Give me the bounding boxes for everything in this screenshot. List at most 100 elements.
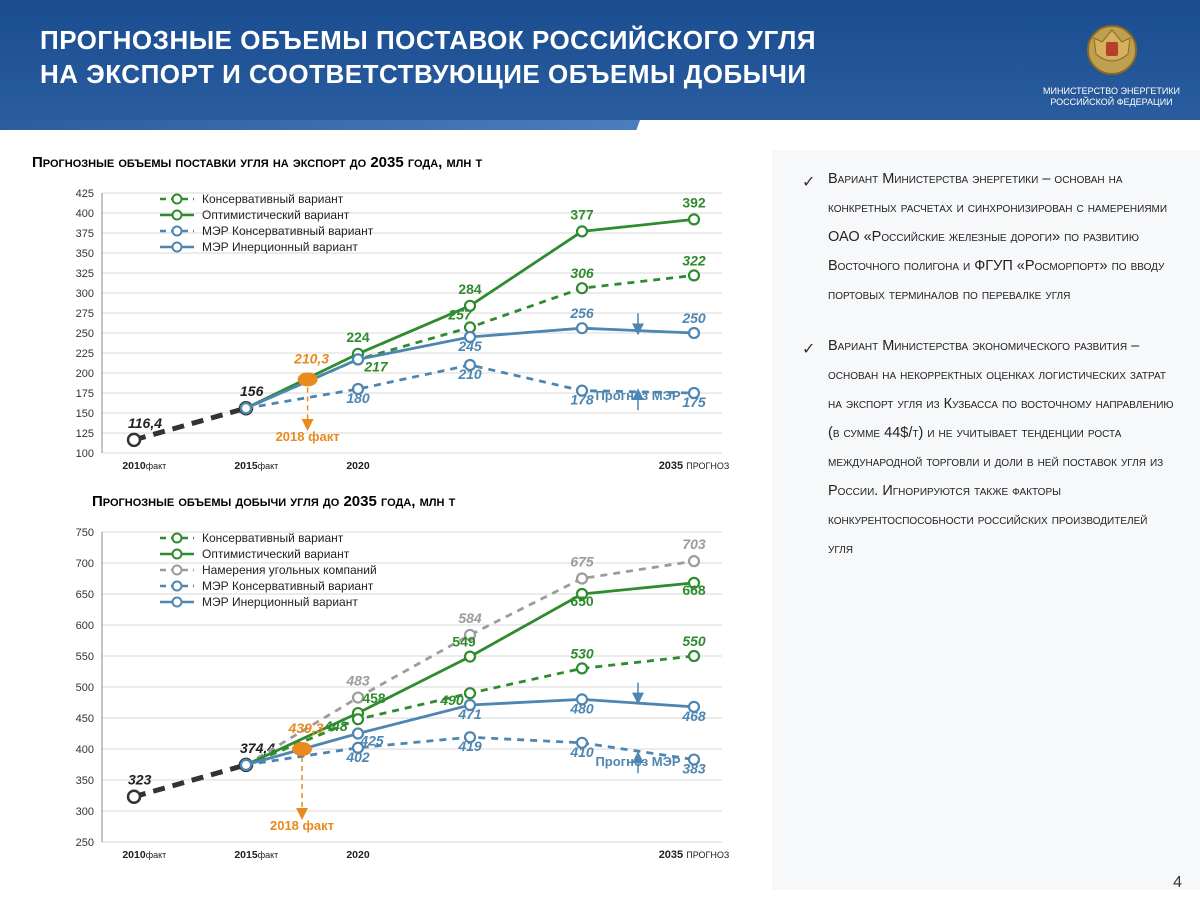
svg-text:325: 325: [76, 268, 94, 280]
svg-text:150: 150: [76, 408, 94, 420]
svg-text:458: 458: [362, 690, 386, 706]
ministry-line-1: МИНИСТЕРСТВО ЭНЕРГЕТИКИ: [1043, 86, 1180, 97]
svg-text:180: 180: [346, 390, 370, 406]
svg-text:МЭР Инерционный вариант: МЭР Инерционный вариант: [202, 240, 358, 254]
svg-text:2015: 2015: [234, 849, 258, 861]
svg-text:375: 375: [76, 228, 94, 240]
header-band: ПРОГНОЗНЫЕ ОБЪЕМЫ ПОСТАВОК РОССИЙСКОГО У…: [0, 0, 1200, 120]
svg-text:323: 323: [128, 772, 152, 788]
svg-text:116,4: 116,4: [128, 415, 162, 431]
chart2-wrap: 250 300 350 400 450 500 550 600 650 700 750 2010фак…: [32, 514, 772, 874]
svg-text:750: 750: [76, 527, 94, 539]
svg-text:100: 100: [76, 448, 94, 460]
svg-text:300: 300: [76, 806, 94, 818]
svg-text:225: 225: [76, 348, 94, 360]
svg-text:584: 584: [458, 610, 482, 626]
svg-text:425: 425: [76, 188, 94, 200]
svg-text:175: 175: [682, 394, 706, 410]
chart1-title: Прогнозные объемы поставки угля на экспо…: [32, 154, 772, 171]
svg-text:156: 156: [240, 383, 264, 399]
page-number: 4: [1173, 874, 1182, 892]
svg-text:471: 471: [457, 706, 482, 722]
production-chart: 250 300 350 400 450 500 550 600 650 700 750 2010фак…: [32, 514, 752, 874]
svg-text:210: 210: [457, 366, 482, 382]
svg-text:549: 549: [452, 634, 476, 650]
svg-text:450: 450: [76, 713, 94, 725]
chart2-title: Прогнозные объемы добычи угля до 2035 го…: [92, 493, 772, 510]
svg-text:Консервативный вариант: Консервативный вариант: [202, 531, 344, 545]
svg-text:2020: 2020: [346, 460, 370, 472]
svg-text:224: 224: [346, 329, 370, 345]
svg-text:284: 284: [458, 281, 482, 297]
svg-text:175: 175: [76, 388, 94, 400]
svg-text:483: 483: [345, 673, 370, 689]
svg-text:200: 200: [76, 368, 94, 380]
ministry-block: МИНИСТЕРСТВО ЭНЕРГЕТИКИ РОССИЙСКОЙ ФЕДЕР…: [1043, 20, 1180, 108]
svg-text:Прогноз МЭР: Прогноз МЭР: [595, 754, 680, 769]
svg-text:550: 550: [76, 651, 94, 663]
main-content: Прогнозные объемы поставки угля на экспо…: [32, 150, 1200, 890]
svg-text:650: 650: [570, 593, 594, 609]
svg-text:факт: факт: [146, 461, 167, 471]
svg-text:факт: факт: [146, 850, 167, 860]
sidebar-bullet-2: Вариант Министерства экономического разв…: [802, 332, 1175, 564]
svg-text:322: 322: [682, 252, 706, 268]
svg-text:400: 400: [76, 208, 94, 220]
svg-text:МЭР Консервативный вариант: МЭР Консервативный вариант: [202, 224, 374, 238]
svg-text:300: 300: [76, 288, 94, 300]
svg-text:Намерения угольных компаний: Намерения угольных компаний: [202, 563, 377, 577]
svg-text:410: 410: [569, 744, 594, 760]
svg-text:250: 250: [76, 837, 94, 849]
svg-text:703: 703: [682, 536, 706, 552]
svg-text:245: 245: [457, 338, 482, 354]
svg-text:419: 419: [457, 738, 482, 754]
title-line-1: ПРОГНОЗНЫЕ ОБЪЕМЫ ПОСТАВОК РОССИЙСКОГО У…: [40, 25, 816, 55]
svg-text:2035 ПРОГНОЗ: 2035 ПРОГНОЗ: [659, 460, 730, 472]
svg-text:480: 480: [569, 700, 594, 716]
svg-text:2018 факт: 2018 факт: [270, 818, 334, 833]
svg-text:383: 383: [682, 761, 706, 777]
svg-text:210,3: 210,3: [293, 350, 329, 366]
svg-text:600: 600: [76, 620, 94, 632]
svg-text:377: 377: [570, 206, 594, 222]
svg-text:Оптимистический вариант: Оптимистический вариант: [202, 208, 350, 222]
title-line-2: НА ЭКСПОРТ И СООТВЕТСТВУЮЩИЕ ОБЪЕМЫ ДОБЫ…: [40, 59, 807, 89]
svg-text:400: 400: [76, 744, 94, 756]
svg-text:530: 530: [570, 645, 594, 661]
svg-text:250: 250: [76, 328, 94, 340]
charts-column: Прогнозные объемы поставки угля на экспо…: [32, 150, 772, 890]
svg-text:2020: 2020: [346, 849, 370, 861]
svg-text:257: 257: [447, 306, 473, 322]
svg-text:275: 275: [76, 308, 94, 320]
svg-text:448: 448: [323, 718, 348, 734]
page-title: ПРОГНОЗНЫЕ ОБЪЕМЫ ПОСТАВОК РОССИЙСКОГО У…: [40, 24, 860, 92]
emblem-icon: [1082, 20, 1142, 80]
svg-text:2010: 2010: [122, 849, 146, 861]
svg-text:350: 350: [76, 775, 94, 787]
svg-text:Оптимистический вариант: Оптимистический вариант: [202, 547, 350, 561]
svg-text:306: 306: [570, 265, 594, 281]
chart1-wrap: 1001251501752002252502753003253503754004…: [32, 175, 772, 485]
sidebar: Вариант Министерства энергетики – основа…: [772, 150, 1200, 890]
svg-text:668: 668: [682, 582, 706, 598]
svg-text:МЭР Консервативный вариант: МЭР Консервативный вариант: [202, 579, 374, 593]
svg-text:2018 факт: 2018 факт: [276, 429, 340, 444]
svg-text:217: 217: [363, 358, 389, 374]
svg-text:550: 550: [682, 633, 706, 649]
svg-text:650: 650: [76, 589, 94, 601]
export-chart: 1001251501752002252502753003253503754004…: [32, 175, 752, 485]
sidebar-bullet-1: Вариант Министерства энергетики – основа…: [802, 165, 1175, 310]
svg-text:2015: 2015: [234, 460, 258, 472]
ministry-line-2: РОССИЙСКОЙ ФЕДЕРАЦИИ: [1043, 97, 1180, 108]
svg-text:468: 468: [681, 708, 706, 724]
svg-text:700: 700: [76, 558, 94, 570]
svg-text:178: 178: [570, 392, 594, 408]
svg-text:392: 392: [682, 194, 706, 210]
svg-text:439,3: 439,3: [287, 720, 323, 736]
svg-text:500: 500: [76, 682, 94, 694]
svg-text:402: 402: [345, 749, 370, 765]
svg-text:675: 675: [570, 554, 594, 570]
svg-text:Прогноз МЭР: Прогноз МЭР: [595, 388, 680, 403]
svg-text:350: 350: [76, 248, 94, 260]
svg-text:2010: 2010: [122, 460, 146, 472]
